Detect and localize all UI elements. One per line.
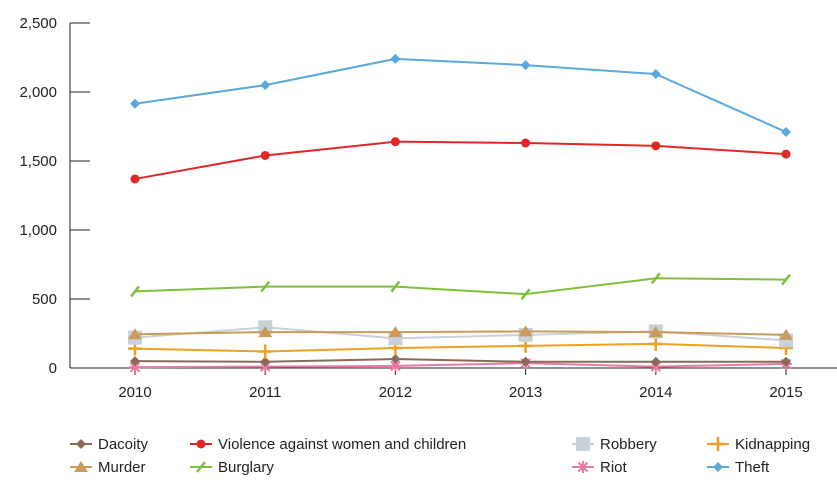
legend-label: Murder (98, 459, 146, 476)
data-point-riot (389, 359, 402, 372)
data-point-dacoity (130, 356, 140, 367)
legend-swatch-marker (711, 437, 725, 451)
x-tick-label: 2010 (118, 384, 151, 401)
data-point-murder (518, 325, 533, 337)
legend: Dacoity Violence against women and childr… (70, 436, 810, 476)
legend-swatch-marker (196, 461, 206, 473)
data-point-dacoity (520, 356, 531, 367)
legend-item-robbery: Robbery (572, 436, 657, 453)
data-point-theft (130, 98, 140, 109)
data-point-burglary (260, 280, 271, 293)
data-point-violence-against-women-and-children (521, 138, 531, 148)
y-tick-label: 2,500 (19, 15, 57, 32)
legend-item-burglary: Burglary (190, 459, 274, 476)
legend-swatch-marker (74, 461, 88, 472)
legend-label: Dacoity (98, 436, 149, 453)
data-point-theft (260, 80, 271, 91)
series-theft (130, 53, 791, 138)
legend-item-murder: Murder (70, 459, 146, 476)
series-line-murder (134, 330, 787, 336)
legend-swatch-marker (76, 439, 86, 449)
y-tick-label: 0 (49, 360, 57, 377)
series-layer (128, 53, 793, 374)
series-line-robbery (134, 326, 787, 342)
series-dacoity (130, 354, 791, 367)
data-point-murder (258, 326, 273, 338)
legend-item-theft: Theft (707, 459, 770, 476)
legend-item-kidnapping: Kidnapping (707, 436, 810, 453)
legend-label: Burglary (218, 459, 274, 476)
series-murder (128, 325, 793, 340)
data-point-violence-against-women-and-children (651, 141, 661, 151)
legend-swatch-marker (713, 462, 723, 472)
data-point-violence-against-women-and-children (390, 137, 400, 147)
data-point-dacoity (390, 354, 401, 365)
series-line-dacoity (134, 358, 786, 363)
data-point-kidnapping (258, 344, 273, 359)
data-point-burglary (781, 273, 791, 286)
y-tick-label: 1,000 (19, 222, 57, 239)
legend-label: Robbery (600, 436, 657, 453)
y-tick-label: 2,000 (19, 84, 57, 101)
data-point-dacoity (781, 356, 791, 367)
legend-label: Riot (600, 459, 628, 476)
legend-item-violence-against-women-and-children: Violence against women and children (190, 436, 466, 453)
legend-swatch-marker (196, 439, 206, 449)
data-point-dacoity (650, 356, 661, 367)
data-point-murder (779, 328, 793, 340)
data-point-murder (648, 326, 663, 338)
data-point-murder (128, 328, 142, 340)
legend-label: Theft (735, 459, 770, 476)
legend-label: Violence against women and children (218, 436, 466, 453)
legend-label: Kidnapping (735, 436, 810, 453)
legend-swatch-marker (577, 461, 589, 473)
legend-swatch-marker (576, 437, 590, 451)
y-tick-label: 500 (32, 291, 57, 308)
x-tick-label: 2013 (509, 384, 542, 401)
data-point-violence-against-women-and-children (781, 149, 791, 159)
series-line-violence-against-women-and-children (134, 140, 787, 180)
data-point-kidnapping (648, 336, 663, 351)
data-point-burglary (650, 272, 661, 285)
series-line-theft (134, 57, 787, 133)
x-tick-label: 2015 (769, 384, 802, 401)
data-point-violence-against-women-and-children (260, 150, 270, 160)
series-violence-against-women-and-children (130, 137, 791, 184)
y-tick-label: 1,500 (19, 153, 57, 170)
data-point-dacoity (260, 356, 271, 367)
data-point-burglary (130, 285, 140, 298)
series-line-burglary (134, 277, 787, 296)
x-tick-label: 2011 (249, 384, 281, 401)
series-burglary (130, 272, 791, 300)
data-point-burglary (390, 280, 401, 293)
series-line-riot (134, 362, 787, 369)
data-point-theft (650, 69, 661, 80)
legend-item-riot: Riot (572, 459, 628, 476)
x-tick-label: 2012 (379, 384, 412, 401)
data-point-violence-against-women-and-children (130, 174, 140, 184)
data-point-theft (520, 60, 531, 71)
data-point-theft (781, 127, 791, 138)
legend-item-dacoity: Dacoity (70, 436, 149, 453)
data-point-riot (129, 361, 141, 374)
data-point-burglary (520, 288, 531, 300)
axes: 0 500 1,000 1,500 2,000 2,500 2010 2011 2012 2013… (19, 15, 837, 401)
data-point-murder (388, 326, 403, 338)
series-line-kidnapping (134, 342, 787, 353)
data-point-theft (390, 53, 401, 64)
series-kidnapping (128, 336, 793, 359)
x-tick-label: 2014 (639, 384, 672, 401)
